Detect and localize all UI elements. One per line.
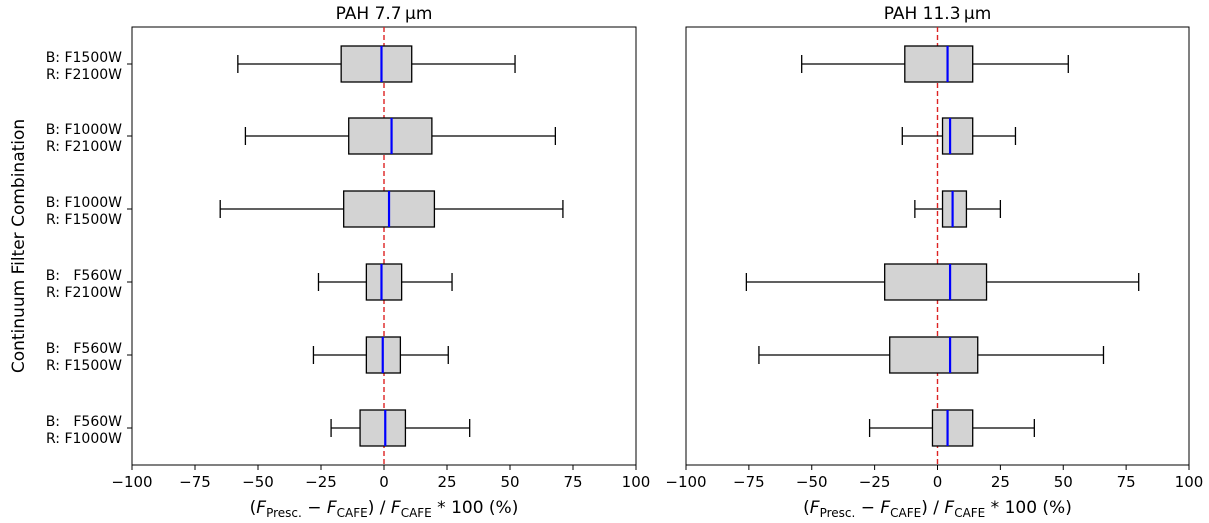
box-iqr [340, 45, 413, 83]
boxplot-row [330, 409, 471, 447]
y-tick-label-blue-filter: B: F1000W [46, 195, 122, 211]
box-iqr [348, 117, 433, 155]
x-tick-label: 0 [379, 473, 389, 491]
y-tick-label-blue-filter: B: F560W [46, 414, 122, 430]
x-axis-label: (FPresc. − FCAFE) / FCAFE * 100 (%) [250, 498, 519, 520]
box-iqr [884, 263, 988, 301]
boxplot-row [868, 409, 1035, 447]
x-tick-label: 75 [563, 473, 582, 491]
y-tick-label-red-filter: R: F1500W [46, 358, 122, 374]
y-tick-label-red-filter: R: F2100W [46, 285, 122, 301]
x-tick-label: 25 [991, 473, 1010, 491]
x-tick-label: 0 [933, 473, 943, 491]
box-iqr [889, 336, 979, 374]
x-tick-label: −75 [733, 473, 765, 491]
x-tick-label: 100 [1175, 473, 1204, 491]
x-tick-label: −100 [111, 473, 152, 491]
y-tick-label-red-filter: R: F1500W [46, 212, 122, 228]
boxplot-row [758, 336, 1105, 374]
x-tick-label: 25 [437, 473, 456, 491]
x-tick-label: 50 [1054, 473, 1073, 491]
boxplot-row [745, 263, 1140, 301]
box-iqr [365, 263, 403, 301]
box-iqr [941, 190, 968, 228]
y-tick-label-red-filter: R: F2100W [46, 139, 122, 155]
box-iqr [359, 409, 407, 447]
x-tick-label: −25 [859, 473, 891, 491]
x-tick-label: −75 [179, 473, 211, 491]
x-tick-label: −100 [665, 473, 706, 491]
y-tick-label-blue-filter: B: F560W [46, 268, 122, 284]
panel-pah-7-7: PAH 7.7 μm −100 −75 −50 −25 0 25 50 75 100 (FPresc… [46, 4, 651, 520]
y-tick-label-blue-filter: B: F560W [46, 341, 122, 357]
y-axis-label: Continuum Filter Combination [9, 119, 29, 373]
boxplot-row [312, 336, 449, 374]
y-tick-label-blue-filter: B: F1000W [46, 122, 122, 138]
x-tick-label: 75 [1117, 473, 1136, 491]
box-iqr [904, 45, 974, 83]
boxplot-row [317, 263, 453, 301]
chart-title: PAH 7.7 μm [336, 4, 433, 24]
x-tick-label: −25 [305, 473, 337, 491]
y-tick-label-red-filter: R: F2100W [46, 67, 122, 83]
x-tick-label: −50 [242, 473, 274, 491]
x-tick-label: −50 [796, 473, 828, 491]
box-iqr [941, 117, 974, 155]
boxplot-row [237, 45, 516, 83]
x-tick-label: 100 [622, 473, 651, 491]
boxplot-row [914, 190, 1002, 228]
x-tick-label: 50 [500, 473, 519, 491]
boxplot-row [901, 117, 1017, 155]
box-iqr [931, 409, 974, 447]
boxplot-row [219, 190, 564, 228]
chart-title: PAH 11.3 μm [884, 4, 992, 24]
boxplot-row [244, 117, 557, 155]
x-axis-label: (FPresc. − FCAFE) / FCAFE * 100 (%) [803, 498, 1072, 520]
panel-pah-11-3: PAH 11.3 μm −100 −75 −50 −25 0 25 50 75 100 (FPres… [665, 4, 1203, 520]
y-tick-label-red-filter: R: F1000W [46, 431, 122, 447]
boxplot-row [801, 45, 1069, 83]
y-tick-label-blue-filter: B: F1500W [46, 50, 122, 66]
